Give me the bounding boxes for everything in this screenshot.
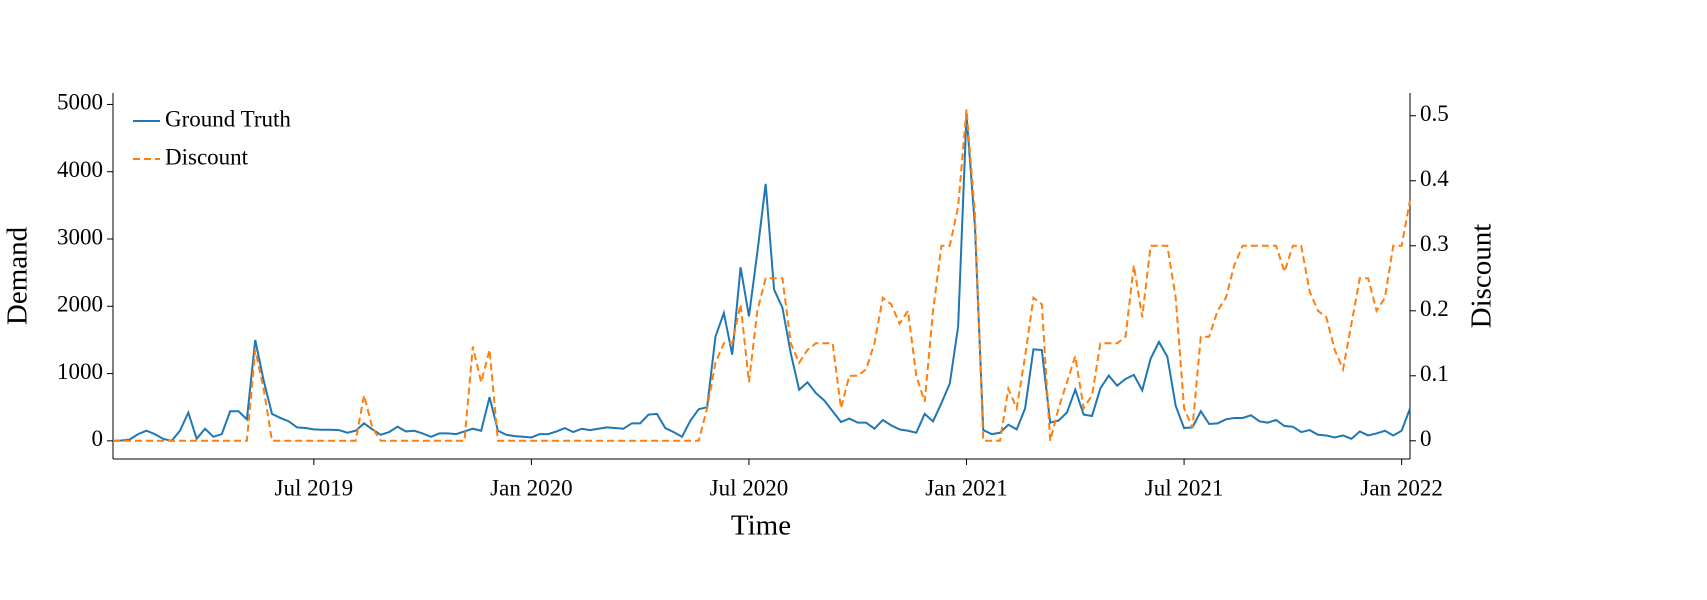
legend-label: Ground Truth — [165, 106, 291, 131]
x-tick-label: Jan 2021 — [925, 475, 1007, 500]
y-tick-label: 2000 — [57, 292, 103, 317]
y2-tick-label: 0.3 — [1420, 231, 1449, 256]
y2-tick-label: 0.4 — [1420, 166, 1449, 191]
series-line — [112, 114, 1411, 442]
x-tick-label: Jan 2020 — [490, 475, 572, 500]
x-tick-label: Jan 2022 — [1360, 475, 1442, 500]
x-axis-label: Time — [731, 510, 791, 542]
y-tick-label: 1000 — [57, 359, 103, 384]
y2-tick-label: 0.2 — [1420, 296, 1449, 321]
y-tick-label: 4000 — [57, 157, 103, 182]
y-tick-label: 3000 — [57, 224, 103, 249]
y-tick-label: 0 — [92, 426, 104, 451]
x-tick-label: Jul 2020 — [710, 475, 789, 500]
x-tick-label: Jul 2021 — [1145, 475, 1224, 500]
legend-label: Discount — [165, 144, 249, 169]
y-tick-label: 5000 — [57, 90, 103, 115]
series-line — [113, 109, 1411, 442]
y2-tick-label: 0 — [1420, 426, 1432, 451]
y2-tick-label: 0.5 — [1420, 101, 1449, 126]
y2-axis-label: Discount — [1466, 224, 1498, 329]
x-tick-label: Jul 2019 — [275, 475, 354, 500]
y-axis-label: Demand — [2, 226, 34, 325]
y2-tick-label: 0.1 — [1420, 361, 1449, 386]
